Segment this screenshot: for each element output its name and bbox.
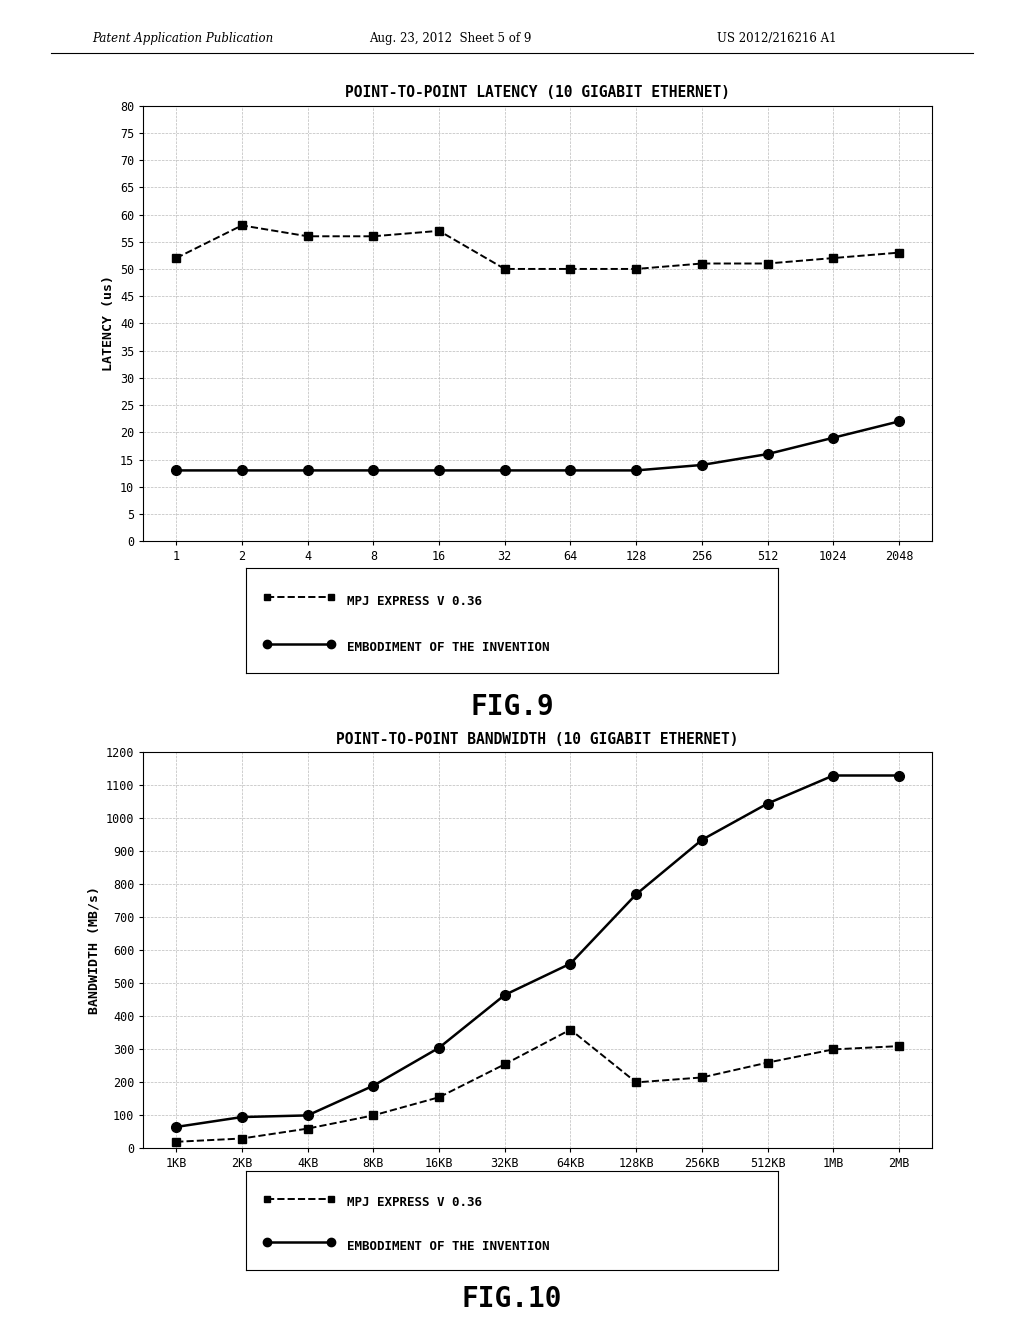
EMBODIMENT OF THE INVENTION: [762, 446, 774, 462]
Text: FIG.9: FIG.9: [470, 693, 554, 722]
X-axis label: MESSAGE SIZE: MESSAGE SIZE: [489, 1176, 586, 1189]
EMBODIMENT OF THE INVENTION: [893, 768, 905, 784]
EMBODIMENT OF THE INVENTION: [236, 462, 248, 478]
MPJ EXPRESS V 0.36: [695, 1069, 708, 1085]
MPJ EXPRESS V 0.36: [301, 228, 313, 244]
EMBODIMENT OF THE INVENTION: [368, 462, 380, 478]
EMBODIMENT OF THE INVENTION: [301, 1107, 313, 1123]
MPJ EXPRESS V 0.36: [499, 261, 511, 277]
MPJ EXPRESS V 0.36: [236, 218, 248, 234]
Title: POINT-TO-POINT LATENCY (10 GIGABIT ETHERNET): POINT-TO-POINT LATENCY (10 GIGABIT ETHER…: [345, 86, 730, 100]
MPJ EXPRESS V 0.36: [630, 261, 642, 277]
EMBODIMENT OF THE INVENTION: [499, 462, 511, 478]
MPJ EXPRESS V 0.36: [893, 1038, 905, 1053]
EMBODIMENT OF THE INVENTION: [564, 956, 577, 972]
EMBODIMENT OF THE INVENTION: [695, 832, 708, 847]
Y-axis label: BANDWIDTH (MB/s): BANDWIDTH (MB/s): [87, 887, 100, 1014]
EMBODIMENT OF THE INVENTION: [762, 796, 774, 812]
EMBODIMENT OF THE INVENTION: [893, 413, 905, 429]
Text: FIG.10: FIG.10: [462, 1284, 562, 1313]
Text: MPJ EXPRESS V 0.36: MPJ EXPRESS V 0.36: [347, 1196, 482, 1209]
Line: EMBODIMENT OF THE INVENTION: EMBODIMENT OF THE INVENTION: [171, 771, 904, 1131]
MPJ EXPRESS V 0.36: [827, 1041, 840, 1057]
Line: MPJ EXPRESS V 0.36: MPJ EXPRESS V 0.36: [172, 222, 903, 273]
MPJ EXPRESS V 0.36: [630, 1074, 642, 1090]
EMBODIMENT OF THE INVENTION: [827, 430, 840, 446]
MPJ EXPRESS V 0.36: [893, 244, 905, 260]
EMBODIMENT OF THE INVENTION: [630, 887, 642, 903]
Text: US 2012/216216 A1: US 2012/216216 A1: [717, 32, 837, 45]
Line: MPJ EXPRESS V 0.36: MPJ EXPRESS V 0.36: [172, 1026, 903, 1146]
MPJ EXPRESS V 0.36: [433, 223, 445, 239]
EMBODIMENT OF THE INVENTION: [368, 1077, 380, 1093]
MPJ EXPRESS V 0.36: [499, 1056, 511, 1072]
Text: EMBODIMENT OF THE INVENTION: EMBODIMENT OF THE INVENTION: [347, 1239, 550, 1253]
EMBODIMENT OF THE INVENTION: [433, 462, 445, 478]
EMBODIMENT OF THE INVENTION: [630, 462, 642, 478]
Text: MPJ EXPRESS V 0.36: MPJ EXPRESS V 0.36: [347, 595, 482, 609]
MPJ EXPRESS V 0.36: [433, 1089, 445, 1105]
Title: POINT-TO-POINT BANDWIDTH (10 GIGABIT ETHERNET): POINT-TO-POINT BANDWIDTH (10 GIGABIT ETH…: [336, 733, 739, 747]
MPJ EXPRESS V 0.36: [368, 228, 380, 244]
Text: EMBODIMENT OF THE INVENTION: EMBODIMENT OF THE INVENTION: [347, 642, 550, 655]
EMBODIMENT OF THE INVENTION: [695, 457, 708, 473]
MPJ EXPRESS V 0.36: [368, 1107, 380, 1123]
EMBODIMENT OF THE INVENTION: [170, 462, 182, 478]
EMBODIMENT OF THE INVENTION: [564, 462, 577, 478]
MPJ EXPRESS V 0.36: [564, 1022, 577, 1038]
EMBODIMENT OF THE INVENTION: [827, 768, 840, 784]
MPJ EXPRESS V 0.36: [827, 251, 840, 267]
MPJ EXPRESS V 0.36: [236, 1130, 248, 1146]
X-axis label: MESSAGE SIZE (BYTES): MESSAGE SIZE (BYTES): [458, 569, 617, 582]
Line: EMBODIMENT OF THE INVENTION: EMBODIMENT OF THE INVENTION: [171, 417, 904, 475]
EMBODIMENT OF THE INVENTION: [433, 1040, 445, 1056]
Text: Patent Application Publication: Patent Application Publication: [92, 32, 273, 45]
MPJ EXPRESS V 0.36: [762, 256, 774, 272]
MPJ EXPRESS V 0.36: [695, 256, 708, 272]
MPJ EXPRESS V 0.36: [301, 1121, 313, 1137]
EMBODIMENT OF THE INVENTION: [301, 462, 313, 478]
EMBODIMENT OF THE INVENTION: [499, 987, 511, 1003]
MPJ EXPRESS V 0.36: [170, 1134, 182, 1150]
Text: Aug. 23, 2012  Sheet 5 of 9: Aug. 23, 2012 Sheet 5 of 9: [369, 32, 531, 45]
EMBODIMENT OF THE INVENTION: [236, 1109, 248, 1125]
Y-axis label: LATENCY (us): LATENCY (us): [101, 276, 115, 371]
MPJ EXPRESS V 0.36: [762, 1055, 774, 1071]
MPJ EXPRESS V 0.36: [170, 251, 182, 267]
EMBODIMENT OF THE INVENTION: [170, 1119, 182, 1135]
MPJ EXPRESS V 0.36: [564, 261, 577, 277]
